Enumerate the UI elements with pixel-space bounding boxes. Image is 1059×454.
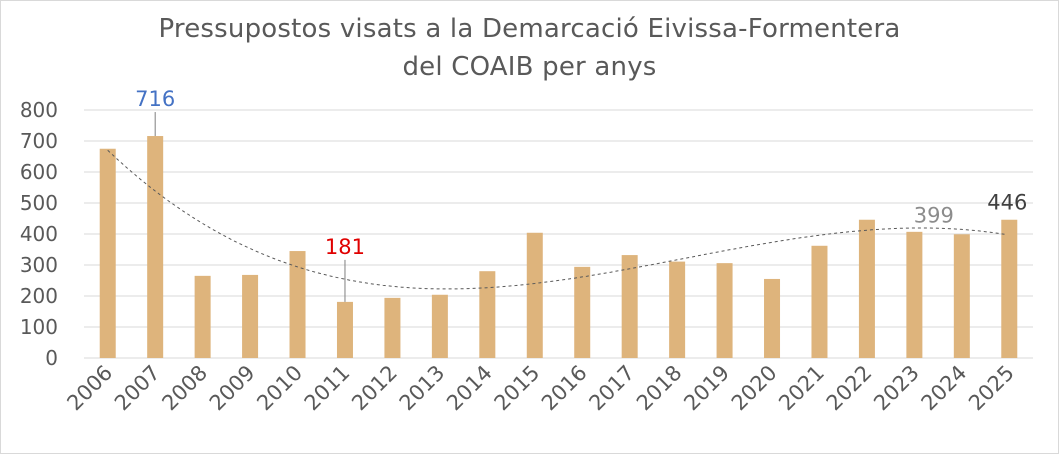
data-label: 399	[914, 203, 954, 227]
x-tick-label: 2019	[679, 361, 734, 416]
data-label: 181	[325, 235, 365, 259]
bar	[384, 297, 401, 358]
bar	[1001, 219, 1018, 358]
x-tick-label: 2016	[537, 361, 592, 416]
bar	[479, 271, 496, 358]
y-tick-label: 300	[20, 253, 58, 277]
x-tick-label: 2015	[490, 361, 545, 416]
bar	[906, 231, 923, 358]
x-tick-label: 2017	[584, 361, 639, 416]
x-tick-label: 2012	[347, 361, 402, 416]
x-tick-label: 2006	[62, 361, 117, 416]
trendline	[107, 149, 1005, 290]
x-tick-label: 2024	[917, 361, 972, 416]
x-tick-label: 2008	[157, 361, 212, 416]
bar	[147, 136, 164, 358]
y-tick-label: 800	[20, 98, 58, 122]
bar	[858, 219, 875, 358]
y-tick-label: 400	[20, 222, 58, 246]
x-tick-label: 2010	[252, 361, 307, 416]
bar	[194, 275, 211, 358]
x-tick-label: 2013	[395, 361, 450, 416]
chart-title: Pressupostos visats a la Demarcació Eivi…	[158, 14, 901, 44]
bar	[242, 274, 259, 358]
x-tick-label: 2009	[205, 361, 260, 416]
x-tick-label: 2014	[442, 361, 497, 416]
x-tick-label: 2022	[822, 361, 877, 416]
x-tick-label: 2007	[110, 361, 165, 416]
y-tick-label: 600	[20, 160, 58, 184]
x-tick-label: 2011	[300, 361, 355, 416]
x-tick-label: 2018	[632, 361, 687, 416]
bar	[336, 301, 353, 358]
x-tick-label: 2025	[964, 361, 1019, 416]
bar	[289, 251, 306, 358]
bar	[621, 255, 638, 358]
bar	[669, 261, 686, 358]
x-tick-label: 2020	[727, 361, 782, 416]
chart-subtitle: del COAIB per anys	[402, 52, 657, 82]
x-tick-label: 2023	[869, 361, 924, 416]
bar	[811, 245, 828, 358]
y-tick-label: 0	[45, 346, 58, 370]
bar	[953, 234, 970, 358]
bar	[716, 263, 733, 358]
bar	[431, 294, 448, 358]
data-label: 446	[987, 191, 1027, 215]
bar	[526, 232, 543, 358]
y-tick-label: 200	[20, 284, 58, 308]
bar	[99, 148, 116, 358]
x-tick-label: 2021	[774, 361, 829, 416]
bar	[764, 278, 781, 358]
bar	[574, 266, 591, 358]
y-tick-label: 100	[20, 315, 58, 339]
data-label: 716	[135, 87, 175, 111]
y-tick-label: 500	[20, 191, 58, 215]
y-tick-label: 700	[20, 129, 58, 153]
